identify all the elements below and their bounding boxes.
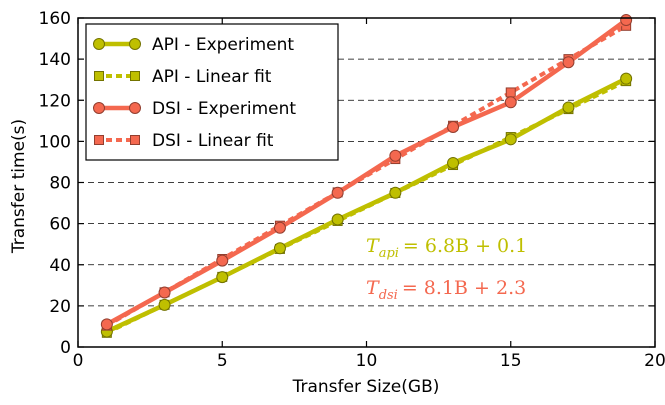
dsi-eq-rhs: = 8.1B + 2.3 (402, 277, 526, 299)
api-fit-equation: Tapi = 6.8B + 0.1 (366, 235, 527, 261)
legend-item: API - Linear fit (94, 67, 272, 87)
legend-label: API - Experiment (152, 35, 294, 55)
legend-marker (93, 102, 105, 114)
y-tick-label: 120 (39, 91, 71, 111)
legend-marker (94, 135, 104, 145)
y-tick-label: 0 (60, 338, 71, 358)
api-eq-sub: api (379, 246, 399, 261)
legend-label: API - Linear fit (152, 67, 272, 87)
y-axis-label: Transfer time(s) (9, 119, 29, 254)
data-point-circle (389, 149, 402, 162)
legend-label: DSI - Linear fit (152, 131, 274, 151)
series-line (105, 76, 628, 334)
dsi-eq-var: T (366, 277, 380, 299)
dsi-fit-equation: Tdsi = 8.1B + 2.3 (366, 277, 526, 303)
data-point-circle (158, 298, 171, 311)
legend-marker (130, 135, 140, 145)
legend-item: DSI - Linear fit (94, 131, 274, 151)
legend-item: API - Experiment (93, 35, 294, 55)
y-tick-label: 80 (49, 174, 71, 194)
api-eq-rhs: = 6.8B + 0.1 (403, 235, 527, 257)
legend-label: DSI - Experiment (152, 99, 296, 119)
x-tick-label: 5 (217, 351, 228, 371)
data-point-circle (504, 133, 517, 146)
legend-marker (94, 71, 104, 81)
x-tick-label: 20 (644, 351, 665, 371)
data-point-circle (158, 286, 171, 299)
data-point-circle (447, 156, 460, 169)
series-line (105, 18, 628, 327)
legend-box (85, 23, 339, 161)
data-point-circle (216, 271, 229, 284)
y-tick-label: 140 (39, 50, 71, 70)
dsi-eq-sub: dsi (379, 288, 398, 303)
series-group (100, 14, 633, 338)
data-point-circle (389, 186, 402, 199)
data-point-circle (562, 56, 575, 69)
x-axis-label: Transfer Size(GB) (292, 377, 440, 397)
y-tick-label: 160 (39, 9, 71, 29)
legend-marker (93, 38, 105, 50)
gridlines (78, 58, 655, 307)
legend: API - Experiment API - Linear fit DSI - Ex… (85, 23, 339, 161)
data-point-circle (331, 186, 344, 199)
x-tick-label: 10 (356, 351, 378, 371)
api-eq-var: T (366, 235, 380, 257)
y-tick-label: 40 (49, 256, 71, 276)
series-dsi-experiment (100, 14, 633, 331)
data-point-circle (216, 254, 229, 267)
data-point-circle (273, 242, 286, 255)
data-point-circle (620, 72, 633, 85)
y-tick-label: 60 (49, 215, 71, 235)
legend-marker (130, 71, 140, 81)
data-point-circle (100, 318, 113, 331)
data-point-circle (331, 213, 344, 226)
y-tick-label: 20 (49, 297, 71, 317)
legend-item: DSI - Experiment (93, 99, 296, 119)
data-point-circle (620, 14, 633, 27)
data-point-square (505, 87, 516, 98)
x-tick-label: 0 (73, 351, 84, 371)
y-tick-label: 100 (39, 132, 71, 152)
x-tick-label: 15 (500, 351, 522, 371)
data-point-circle (504, 96, 517, 109)
legend-marker (129, 102, 141, 114)
data-point-circle (273, 221, 286, 234)
fit-equations: Tapi = 6.8B + 0.1 Tdsi = 8.1B + 2.3 (366, 235, 527, 303)
data-point-circle (447, 120, 460, 133)
axis-ticks: 0 20 40 60 80 100 120 140 160 0 5 10 15 20 (39, 9, 665, 371)
data-point-circle (562, 101, 575, 114)
legend-marker (129, 38, 141, 50)
